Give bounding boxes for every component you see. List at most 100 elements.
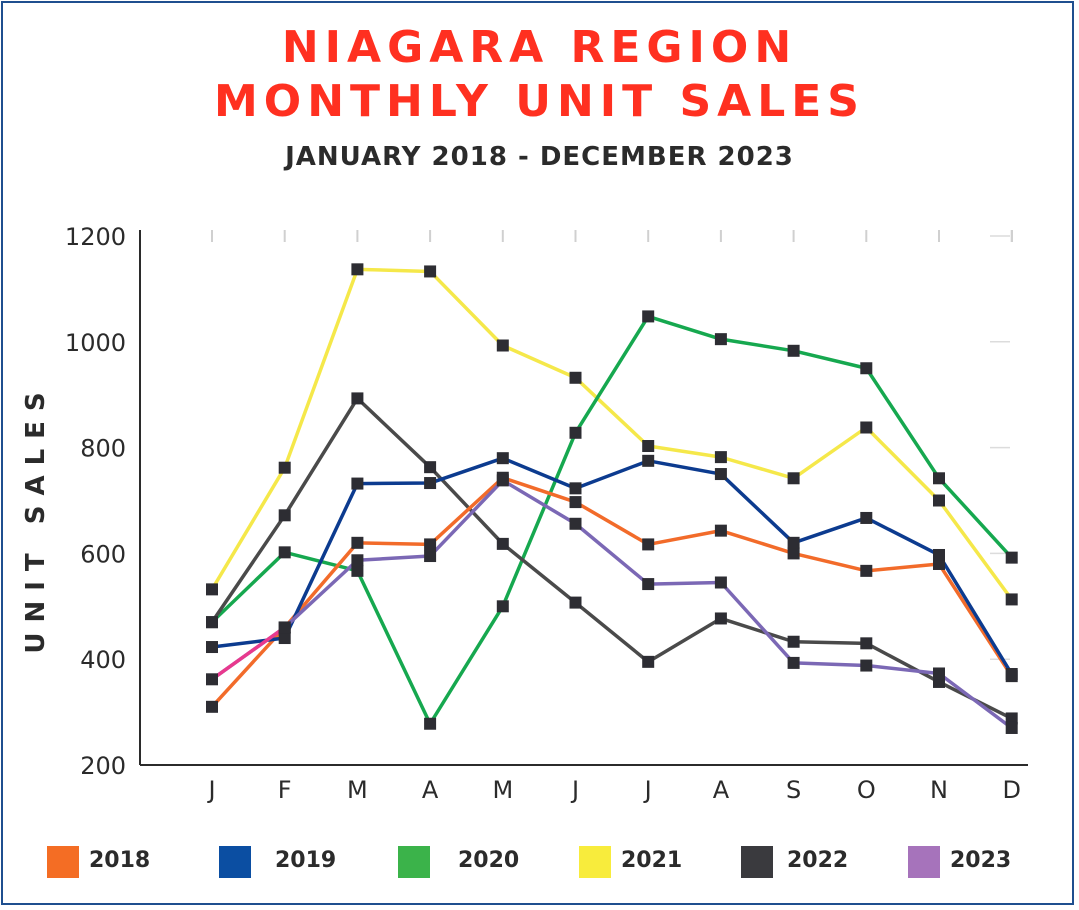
series-line-2022 xyxy=(210,396,1013,721)
point-2022-6 xyxy=(642,655,655,668)
y-tick-label-600: 600 xyxy=(80,540,126,568)
y-tick-label-200: 200 xyxy=(80,752,126,780)
point-2021-11 xyxy=(1005,593,1018,606)
legend-label-2021: 2021 xyxy=(621,848,683,873)
y-tick-label-400: 400 xyxy=(80,646,126,674)
point-2020-7 xyxy=(714,333,727,346)
point-2018-8 xyxy=(787,547,800,560)
point-2022-4 xyxy=(496,537,509,550)
legend-label-2018: 2018 xyxy=(89,848,151,873)
legend: 2018 2019 2020 2021 2022 2023 xyxy=(0,842,1079,882)
point-2022-3 xyxy=(424,461,437,474)
point-2018-0 xyxy=(206,700,218,713)
point-2018-5 xyxy=(569,496,582,509)
legend-label-2022: 2022 xyxy=(787,848,849,873)
series-line-2021 xyxy=(210,267,1014,601)
y-tick-label-1200: 1200 xyxy=(65,223,126,251)
point-2018-9 xyxy=(860,564,873,577)
point-2022-5 xyxy=(569,596,582,609)
point-2023-0 xyxy=(206,673,218,686)
point-2020-10 xyxy=(933,472,945,485)
point-2019-4 xyxy=(496,452,509,465)
point-2021-4 xyxy=(496,339,509,352)
point-2019-1 xyxy=(278,632,291,645)
point-2023-4 xyxy=(496,474,509,487)
x-tick-label-0: J xyxy=(206,776,215,804)
legend-swatch-2018 xyxy=(47,846,79,878)
x-tick-label-7: A xyxy=(713,776,730,804)
point-2021-3 xyxy=(424,265,437,278)
chart-title-line-1: NIAGARA REGION xyxy=(281,22,798,73)
point-2021-6 xyxy=(642,440,655,453)
x-tick-label-8: S xyxy=(786,776,801,804)
point-2019-3 xyxy=(424,477,437,490)
point-2023-1 xyxy=(278,621,291,634)
point-2020-3 xyxy=(424,717,437,730)
legend-swatch-2019 xyxy=(219,846,251,878)
point-2019-2 xyxy=(351,477,364,490)
legend-label-2020: 2020 xyxy=(458,848,520,873)
legend-swatch-2020 xyxy=(398,846,430,878)
y-axis-label: UNIT SALES xyxy=(21,382,51,653)
chart-title-line-2: MONTHLY UNIT SALES xyxy=(214,76,865,127)
legend-label-2023: 2023 xyxy=(950,848,1012,873)
point-2019-6 xyxy=(642,454,655,467)
point-2020-11 xyxy=(1005,551,1018,564)
point-2018-7 xyxy=(714,524,727,537)
point-2019-0 xyxy=(206,641,218,654)
point-2022-2 xyxy=(351,392,364,405)
point-2022-11 xyxy=(1005,712,1018,725)
point-2023-3 xyxy=(424,550,437,563)
point-2021-7 xyxy=(714,451,727,464)
point-2022-9 xyxy=(860,637,873,650)
x-tick-label-2: M xyxy=(347,776,368,804)
series-segment-2023-jan-feb xyxy=(210,626,286,681)
x-tick-label-5: J xyxy=(570,776,579,804)
legend-swatch-2021 xyxy=(579,846,611,878)
point-2023-11 xyxy=(1005,721,1018,734)
series-line-2019 xyxy=(211,456,1014,675)
point-2022-0 xyxy=(206,616,218,629)
point-2022-7 xyxy=(714,612,727,625)
point-2023-10 xyxy=(933,667,945,680)
point-2020-9 xyxy=(860,362,873,375)
x-tick-label-11: D xyxy=(1002,776,1020,804)
point-2023-2 xyxy=(351,554,364,567)
y-tick-label-800: 800 xyxy=(80,435,126,463)
point-2023-9 xyxy=(860,659,873,672)
point-2022-1 xyxy=(278,509,291,522)
point-2021-10 xyxy=(933,494,945,507)
point-2018-3 xyxy=(424,538,437,551)
series-line-2023 xyxy=(210,478,1013,730)
point-2019-8 xyxy=(787,536,800,549)
point-2021-9 xyxy=(860,421,873,434)
x-tick-label-9: O xyxy=(857,776,876,804)
point-2020-4 xyxy=(496,600,509,613)
point-2022-8 xyxy=(787,635,800,648)
series-line-2018 xyxy=(210,476,1014,708)
x-tick-label-1: F xyxy=(278,776,292,804)
point-2020-1 xyxy=(278,546,291,559)
point-2021-1 xyxy=(278,461,291,474)
point-2019-5 xyxy=(569,482,582,495)
point-2023-7 xyxy=(714,576,727,589)
point-2020-6 xyxy=(642,310,655,323)
legend-label-2019: 2019 xyxy=(275,848,337,873)
legend-swatch-2022 xyxy=(741,846,773,878)
point-2019-9 xyxy=(860,511,873,524)
point-2019-7 xyxy=(714,468,727,481)
point-2021-0 xyxy=(206,583,218,596)
y-tick-label-1000: 1000 xyxy=(65,329,126,357)
x-tick-label-10: N xyxy=(930,776,948,804)
series-line-2020 xyxy=(210,314,1013,726)
point-2023-5 xyxy=(569,517,582,530)
point-2020-2 xyxy=(351,564,364,577)
point-2019-10 xyxy=(933,548,945,561)
point-2020-8 xyxy=(787,344,800,357)
x-tick-label-3: A xyxy=(422,776,439,804)
point-2021-2 xyxy=(351,263,364,276)
chart-subtitle: JANUARY 2018 - DECEMBER 2023 xyxy=(285,142,794,172)
x-tick-label-4: M xyxy=(492,776,513,804)
point-2023-8 xyxy=(787,656,800,669)
